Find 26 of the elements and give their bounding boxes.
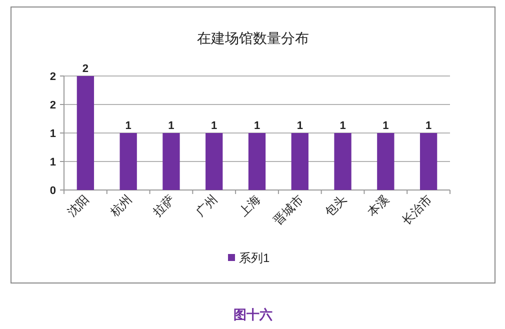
x-tick-label: 沈阳 <box>64 192 92 220</box>
y-tick-label: 1 <box>50 128 56 140</box>
data-label: 1 <box>382 120 389 132</box>
x-tick-label: 晋城市 <box>270 192 306 228</box>
x-tick-label: 包头 <box>322 192 349 220</box>
data-label: 1 <box>254 120 260 132</box>
x-tick-label: 上海 <box>236 192 264 220</box>
x-tick-label: 广州 <box>193 192 220 220</box>
title: 在建场馆数量分布 <box>197 30 309 46</box>
data-label: 1 <box>425 120 432 132</box>
y-tick-label: 2 <box>50 71 56 83</box>
data-label: 1 <box>296 120 303 132</box>
data-label: 1 <box>211 120 218 132</box>
legend-label: 系列1 <box>239 251 270 265</box>
data-label: 1 <box>168 120 174 132</box>
data-label: 1 <box>340 120 346 132</box>
y-tick-label: 1 <box>50 156 56 168</box>
x-tick-label: 拉萨 <box>150 192 178 220</box>
data-label: 1 <box>125 120 132 132</box>
y-tick-label: 0 <box>50 185 56 197</box>
x-tick-label: 本溪 <box>364 192 392 220</box>
y-tick-label: 2 <box>50 100 56 112</box>
x-tick-label: 长治市 <box>399 192 435 228</box>
text: 图十六 <box>234 307 272 322</box>
data-label: 2 <box>82 63 89 75</box>
x-tick-label: 杭州 <box>106 192 134 220</box>
